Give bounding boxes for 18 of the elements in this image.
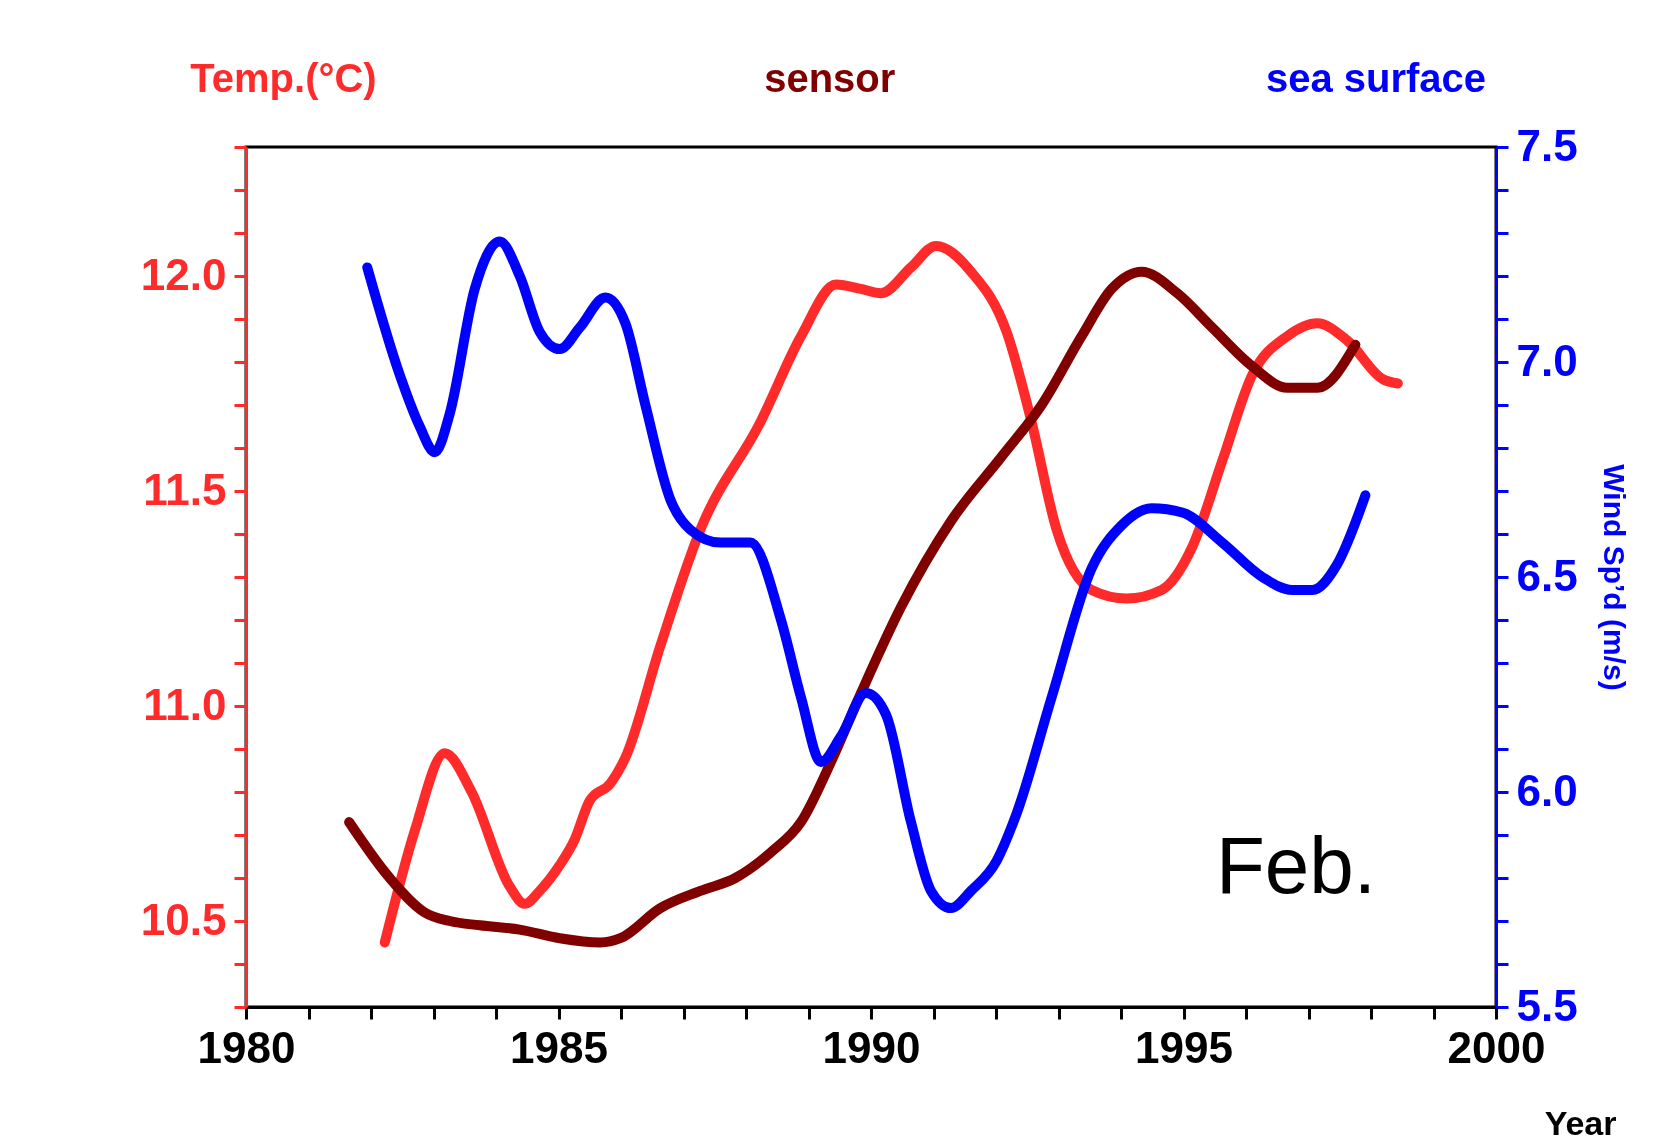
x-tick-label: 1990: [822, 1022, 921, 1072]
annotation: Feb.: [1215, 821, 1377, 911]
y-tick-label: 11.5: [143, 464, 227, 514]
y-tick-label: 11.0: [143, 679, 227, 729]
x-tick-label: 1980: [197, 1022, 296, 1072]
text: Temp.(°C): [190, 56, 377, 100]
y2-tick-label: 6.5: [1516, 550, 1578, 600]
text: sensor: [764, 56, 896, 100]
x-tick-label: 1985: [510, 1022, 608, 1072]
x-tick-label: 1995: [1135, 1022, 1233, 1072]
text: sea surface: [1265, 56, 1487, 100]
y-tick-label: 10.5: [140, 894, 227, 944]
y2-tick-label: 6.0: [1516, 765, 1578, 815]
y2-tick-label: 7.5: [1516, 120, 1578, 170]
y2-axis-title: Wind Sp’d (m/s): [1597, 464, 1631, 691]
y-tick-label: 12.0: [140, 249, 227, 299]
x-axis-title: Year: [1544, 1103, 1617, 1137]
y2-tick-label: 7.0: [1516, 335, 1578, 385]
